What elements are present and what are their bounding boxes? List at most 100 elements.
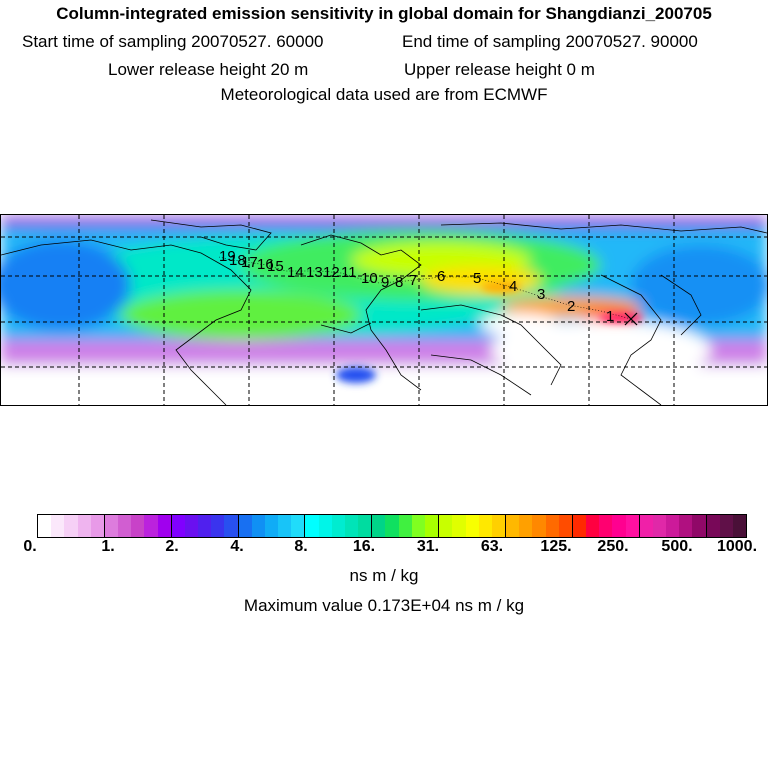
- colorbar-segment: [652, 515, 667, 537]
- colorbar-tick-label: 250.: [597, 538, 629, 555]
- end-time-label: End time of sampling 20070527. 90000: [402, 32, 698, 51]
- page-title: Column-integrated emission sensitivity i…: [56, 4, 712, 23]
- colorbar-segment: [424, 515, 439, 537]
- colorbar-tick-label: 31.: [416, 538, 440, 555]
- colorbar-segment: [118, 515, 132, 537]
- colorbar-segment: [157, 515, 171, 537]
- trajectory-label: 11: [341, 264, 357, 281]
- trajectory-label: 12: [323, 264, 340, 281]
- colorbar-tick-label: 8.: [294, 538, 308, 555]
- colorbar-tick-label: 0.: [23, 538, 37, 555]
- graticule: [1, 215, 767, 405]
- trajectory-label: 5: [473, 270, 481, 287]
- colorbar-tick-label: 2.: [165, 538, 179, 555]
- colorbar-tick-label: 63.: [480, 538, 504, 555]
- maximum-value-label: Maximum value 0.173E+04 ns m / kg: [243, 596, 525, 615]
- colorbar-segment: [264, 515, 279, 537]
- lower-release-label: Lower release height 20 m: [108, 60, 309, 79]
- trajectory-label: 13: [306, 264, 323, 281]
- colorbar-segment: [103, 515, 119, 537]
- colorbar-unit: ns m / kg: [349, 566, 419, 585]
- colorbar-segment: [90, 515, 104, 537]
- colorbar-segment: [719, 515, 733, 537]
- colorbar-segment: [505, 515, 520, 537]
- colorbar-segment: [398, 515, 412, 537]
- colorbar-segment: [679, 515, 693, 537]
- colorbar-segment: [211, 515, 225, 537]
- colorbar-segment: [545, 515, 559, 537]
- colorbar-segment: [465, 515, 479, 537]
- colorbar-tick-label: 125.: [540, 538, 572, 555]
- trajectory-label: 15: [267, 258, 284, 275]
- colorbar-segment: [38, 515, 52, 537]
- colorbar-segment: [666, 515, 680, 537]
- colorbar-segment: [170, 515, 185, 537]
- colorbar-segment: [385, 515, 399, 537]
- colorbar-segment: [519, 515, 533, 537]
- trajectory-label: 14: [287, 264, 304, 281]
- colorbar-tick-label: 1000.: [716, 538, 758, 555]
- colorbar-tick-label: 4.: [230, 538, 244, 555]
- colorbar-segment: [452, 515, 466, 537]
- colorbar-segment: [371, 515, 386, 537]
- colorbar-segment: [144, 515, 158, 537]
- colorbar-segment: [438, 515, 453, 537]
- colorbar-segment: [571, 515, 587, 537]
- colorbar-tick-label: 500.: [661, 538, 693, 555]
- colorbar-segment: [586, 515, 600, 537]
- trajectory-label: 10: [361, 270, 378, 287]
- colorbar-segment: [612, 515, 626, 537]
- colorbar-segment: [344, 515, 359, 537]
- colorbar-segment: [278, 515, 292, 537]
- coastlines: [1, 219, 767, 405]
- trajectory-label: 2: [567, 298, 575, 315]
- colorbar-segment: [692, 515, 706, 537]
- trajectory-path: [218, 256, 632, 320]
- colorbar-tick-label: 16.: [352, 538, 376, 555]
- colorbar-segment: [184, 515, 199, 537]
- colorbar-segment: [77, 515, 91, 537]
- trajectory-label: 4: [509, 278, 517, 295]
- colorbar-segment: [625, 515, 639, 537]
- colorbar-segment: [131, 515, 145, 537]
- trajectory-label: 9: [381, 274, 389, 291]
- colorbar-tick-label: 1.: [101, 538, 115, 555]
- colorbar-segment: [532, 515, 546, 537]
- colorbar-segment: [318, 515, 332, 537]
- colorbar-segment: [331, 515, 345, 537]
- colorbar: [37, 514, 747, 538]
- trajectory-label: 16: [257, 256, 274, 273]
- colorbar-segment: [291, 515, 305, 537]
- trajectory-label: 8: [395, 274, 403, 291]
- colorbar-segment: [732, 515, 747, 537]
- trajectory-label: 18: [229, 252, 246, 269]
- colorbar-segment: [51, 515, 65, 537]
- colorbar-segment: [638, 515, 653, 537]
- colorbar-segment: [224, 515, 238, 537]
- colorbar-segment: [198, 515, 212, 537]
- sensitivity-field: [1, 215, 767, 405]
- met-data-label: Meteorological data used are from ECMWF: [220, 85, 548, 104]
- start-time-label: Start time of sampling 20070527. 60000: [22, 32, 324, 51]
- sensitivity-map: 1 2 3 4 5 6 7 8 9 10 11 12 13 14 15 16 17 18 19: [0, 214, 768, 406]
- colorbar-segment: [558, 515, 572, 537]
- colorbar-segment: [491, 515, 506, 537]
- trajectory-label: 1: [606, 308, 614, 325]
- colorbar-segment: [705, 515, 720, 537]
- colorbar-segment: [478, 515, 492, 537]
- trajectory-label: 17: [241, 254, 258, 271]
- upper-release-label: Upper release height 0 m: [404, 60, 595, 79]
- colorbar-segment: [237, 515, 252, 537]
- colorbar-segment: [64, 515, 78, 537]
- colorbar-segment: [251, 515, 265, 537]
- colorbar-segment: [358, 515, 372, 537]
- trajectory-label: 19: [219, 248, 236, 265]
- trajectory-label: 3: [537, 286, 545, 303]
- trajectory-label: 6: [437, 268, 445, 285]
- colorbar-segment: [599, 515, 613, 537]
- trajectory-label: 7: [409, 272, 417, 289]
- colorbar-segment: [304, 515, 319, 537]
- colorbar-segment: [411, 515, 425, 537]
